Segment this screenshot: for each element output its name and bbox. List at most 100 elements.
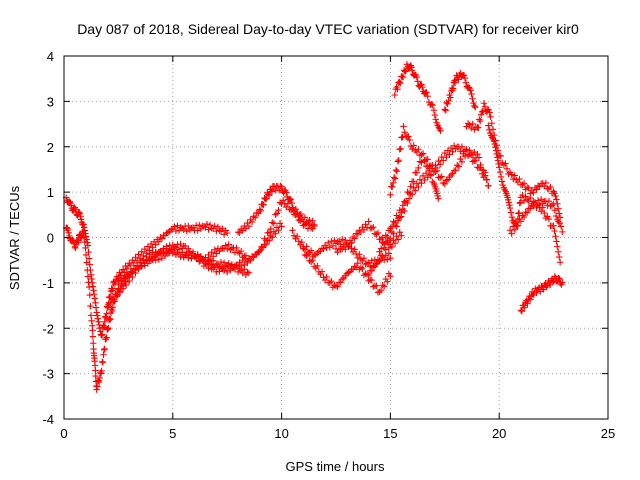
data-point [180, 226, 187, 234]
data-point [81, 224, 88, 231]
data-point [82, 244, 89, 252]
data-point [437, 127, 444, 134]
data-point [519, 181, 526, 188]
data-point [460, 72, 468, 79]
data-point [351, 263, 358, 270]
data-point [379, 239, 386, 246]
data-point [488, 120, 495, 127]
data-point [533, 202, 540, 210]
data-point [399, 73, 407, 81]
data-point [269, 219, 276, 226]
data-point [100, 351, 107, 358]
data-point [95, 378, 103, 386]
data-point [533, 186, 540, 193]
data-point [415, 164, 422, 172]
data-point [397, 145, 404, 153]
data-point [379, 282, 386, 289]
data-point [303, 252, 310, 259]
data-point [122, 281, 130, 289]
data-point [86, 291, 94, 299]
data-point [331, 282, 338, 289]
data-point [551, 206, 559, 214]
data-point [404, 188, 411, 196]
data-point [498, 178, 506, 185]
y-tick-label: -2 [42, 321, 54, 336]
data-point [413, 148, 421, 156]
data-point [419, 150, 427, 157]
data-point [441, 180, 448, 188]
data-point [325, 239, 332, 247]
data-point [126, 277, 133, 285]
data-point [175, 246, 183, 253]
data-point [152, 241, 159, 248]
data-point [275, 187, 283, 194]
data-point [196, 221, 203, 229]
data-point [77, 216, 85, 223]
data-point [552, 232, 559, 240]
data-point [95, 318, 102, 326]
data-point [466, 147, 473, 154]
data-point [233, 244, 240, 252]
data-point [503, 165, 511, 173]
data-point [494, 157, 502, 164]
data-point [309, 217, 316, 225]
x-tick-label: 0 [60, 426, 67, 441]
data-point [421, 157, 428, 165]
data-point [424, 174, 431, 181]
data-point [555, 218, 562, 225]
data-point [94, 383, 101, 390]
data-point [278, 183, 285, 190]
data-point [251, 214, 259, 221]
data-point [424, 92, 431, 100]
data-point [89, 333, 97, 340]
data-point [431, 111, 439, 119]
data-point [161, 249, 169, 256]
data-point [519, 212, 526, 219]
data-point [413, 73, 421, 81]
data-point [499, 181, 507, 189]
data-point [390, 230, 397, 237]
data-point [494, 154, 501, 161]
data-point [101, 318, 108, 325]
data-point [527, 296, 534, 303]
data-point [506, 227, 514, 234]
data-point [485, 182, 492, 189]
data-point [387, 235, 394, 242]
data-point [349, 233, 357, 241]
data-point [362, 270, 369, 277]
series-arc13 [441, 69, 479, 114]
data-point [245, 269, 253, 277]
data-point [109, 285, 117, 292]
data-point [429, 161, 436, 169]
data-point [545, 197, 553, 205]
data-point [103, 334, 110, 341]
data-point [552, 192, 559, 200]
data-point [441, 106, 448, 113]
data-point [90, 291, 98, 298]
data-point [84, 273, 92, 280]
data-point [130, 266, 138, 274]
x-tick-label: 25 [601, 426, 615, 441]
data-point [509, 175, 517, 183]
data-point [85, 279, 92, 286]
data-point [388, 223, 396, 230]
data-point [348, 245, 355, 252]
data-point [363, 271, 371, 278]
data-point [211, 222, 218, 230]
data-point [477, 117, 484, 125]
data-point [556, 259, 564, 266]
data-point [116, 289, 124, 296]
data-point [286, 195, 294, 203]
data-point [96, 374, 103, 382]
data-point [405, 189, 413, 196]
data-point [72, 206, 79, 213]
data-point [523, 209, 531, 216]
data-point [237, 247, 245, 255]
data-point [354, 259, 361, 267]
data-point [224, 245, 231, 252]
data-point [377, 235, 385, 243]
data-point [517, 199, 524, 206]
data-point [387, 273, 394, 280]
y-tick-label: -4 [42, 412, 54, 427]
data-point [391, 91, 398, 99]
